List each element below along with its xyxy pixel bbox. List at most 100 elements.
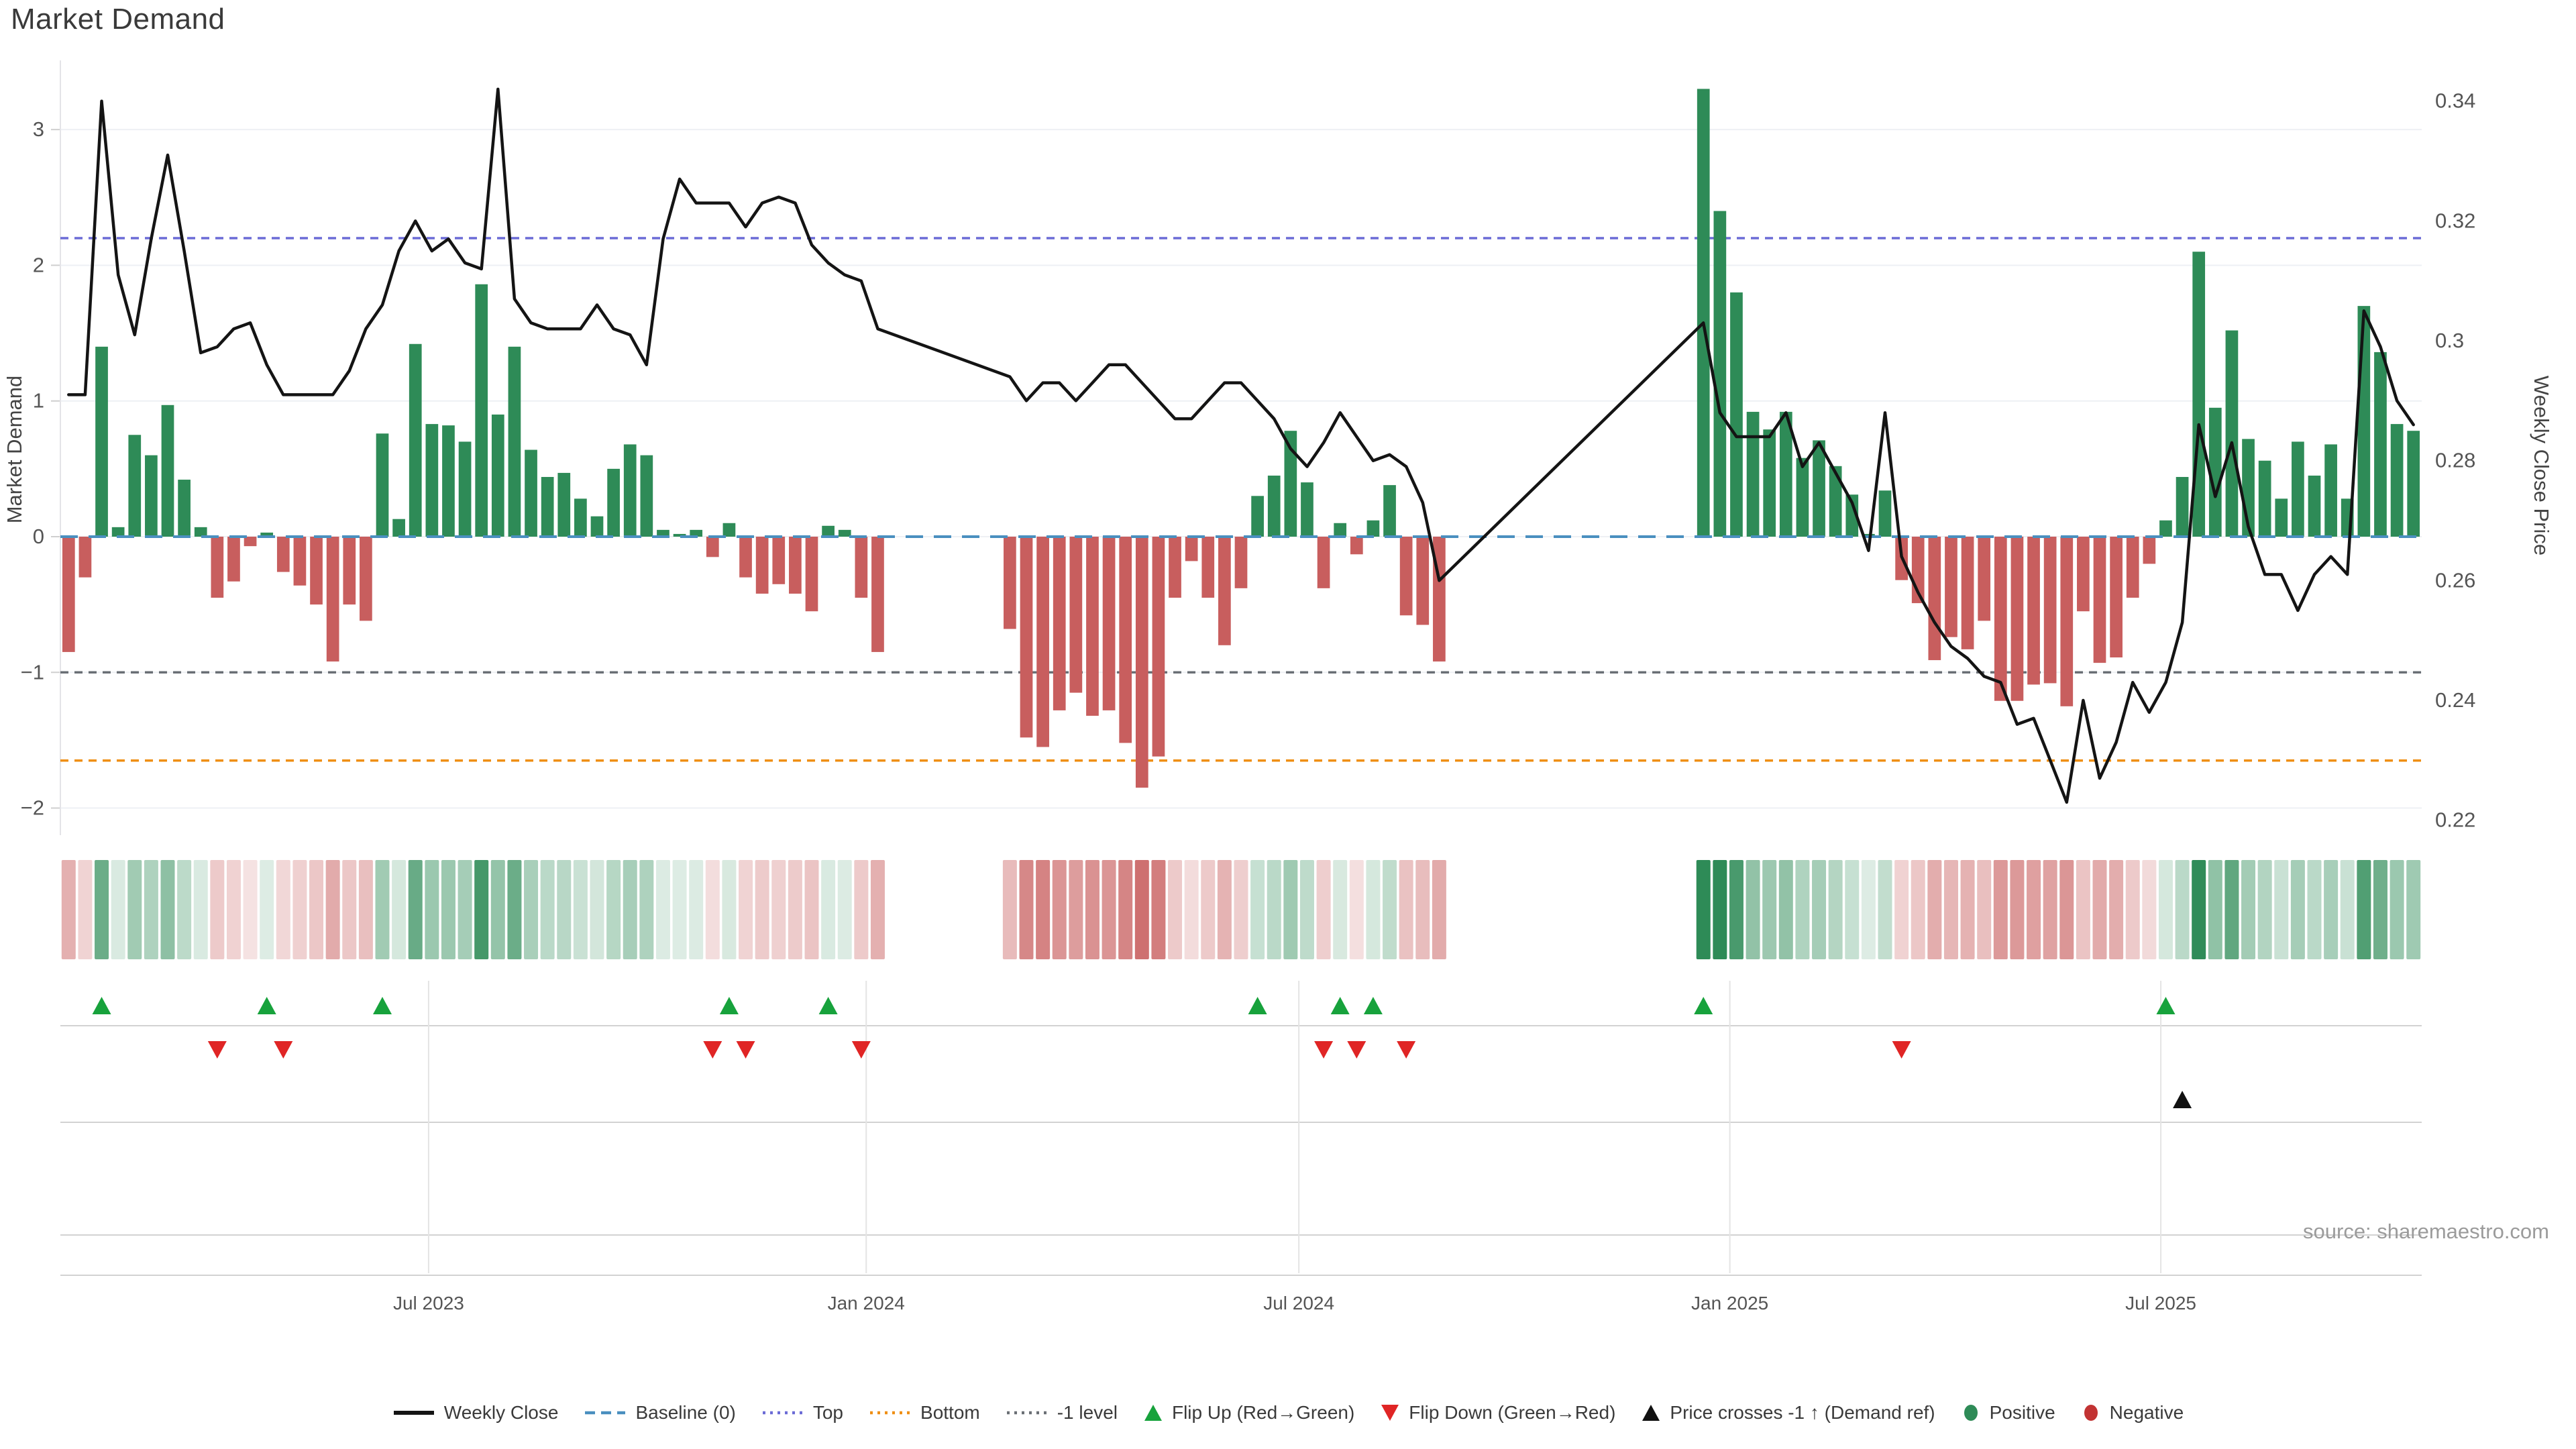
demand-bar-negative [1978, 536, 1991, 621]
demand-bar-negative [1994, 536, 2007, 701]
legend-item: -1 level [1006, 1402, 1118, 1424]
flip-down-marker [1347, 1041, 1366, 1059]
heat-strip-cell [2357, 860, 2371, 959]
heat-strip-cell [1399, 860, 1413, 959]
demand-bar-negative [1928, 536, 1941, 661]
heat-strip-cell [1795, 860, 1810, 959]
x-tick-label: Jan 2025 [1691, 1293, 1768, 1313]
heat-strip-cell [458, 860, 472, 959]
heat-strip-cell [260, 860, 274, 959]
demand-bar-negative [739, 536, 752, 578]
heat-strip-cell [689, 860, 704, 959]
demand-bar-positive [392, 519, 405, 537]
flip-up-marker [373, 997, 392, 1014]
heat-strip-cell [358, 860, 373, 959]
x-tick-label: Jul 2025 [2125, 1293, 2196, 1313]
legend-item: Positive [1961, 1402, 2055, 1424]
demand-bar-positive [1845, 494, 1859, 537]
demand-bar-positive [2176, 476, 2189, 537]
demand-bar-positive [822, 525, 835, 537]
heat-strip-cell [540, 860, 555, 959]
line-swatch-icon [393, 1411, 434, 1415]
heat-strip-cell [1383, 860, 1397, 959]
demand-bar-negative [1234, 536, 1248, 588]
demand-bar-positive [2407, 431, 2420, 537]
demand-bar-negative [2110, 536, 2123, 658]
heat-strip-cell [1333, 860, 1348, 959]
legend-item: Flip Up (Red→Green) [1143, 1402, 1354, 1424]
flip-down-marker [1397, 1041, 1416, 1059]
heat-strip-cell [755, 860, 769, 959]
legend-label: Positive [1989, 1402, 2055, 1423]
demand-bar-negative [1152, 536, 1165, 757]
demand-bar-positive [1251, 496, 1264, 537]
legend-label: Negative [2109, 1402, 2184, 1423]
demand-bar-negative [310, 536, 323, 605]
demand-bar-positive [1813, 440, 1825, 537]
heat-strip-cell [821, 860, 836, 959]
heat-strip-cell [1069, 860, 1083, 959]
demand-bar-positive [1763, 429, 1776, 537]
heat-strip-cell [1943, 860, 1958, 959]
left-tick-label: −2 [21, 796, 44, 820]
heat-strip-cell [1812, 860, 1827, 959]
demand-bar-positive [2374, 352, 2387, 537]
right-tick-label: 0.26 [2435, 568, 2475, 592]
heat-strip-cell [606, 860, 621, 959]
demand-bar-positive [1697, 89, 1710, 537]
demand-bar-positive [690, 529, 703, 537]
heat-strip-cell [1746, 860, 1760, 959]
heat-strip-cell [111, 860, 125, 959]
heat-strip-cell [1052, 860, 1067, 959]
flip-down-marker [851, 1041, 871, 1059]
heat-strip-cell [837, 860, 852, 959]
demand-bar-positive [1267, 475, 1281, 537]
demand-bar-negative [855, 536, 868, 598]
heat-strip-cell [1151, 860, 1166, 959]
demand-bar-negative [1119, 536, 1132, 743]
triangle-up-swatch-icon [1144, 1405, 1162, 1421]
heat-strip-cell [557, 860, 572, 959]
right-tick-label: 0.24 [2435, 688, 2475, 712]
demand-bar-positive [1862, 533, 1875, 537]
demand-bar-negative [2126, 536, 2139, 598]
legend-label: Weekly Close [443, 1402, 559, 1423]
demand-bar-positive [2357, 306, 2371, 537]
heat-strip-cell [1894, 860, 1909, 959]
demand-bar-positive [1829, 466, 1842, 537]
heat-strip-cell [1696, 860, 1711, 959]
demand-bar-negative [789, 536, 802, 594]
left-tick-label: 3 [33, 117, 44, 141]
demand-bar-positive [2324, 444, 2337, 537]
dashes-swatch-icon [585, 1411, 626, 1415]
flip-up-marker [1248, 997, 1267, 1014]
legend-label: Price crosses -1 ↑ (Demand ref) [1670, 1402, 1935, 1423]
flip-up-marker [1694, 997, 1713, 1014]
heat-strip-cell [160, 860, 175, 959]
demand-bar-positive [673, 533, 686, 537]
demand-bar-negative [2093, 536, 2106, 663]
heat-strip-cell [672, 860, 687, 959]
demand-bar-positive [260, 532, 274, 537]
heat-strip-cell [1960, 860, 1975, 959]
demand-bar-negative [1399, 536, 1413, 616]
heat-strip-cell [2027, 860, 2041, 959]
demand-bar-negative [1945, 536, 1957, 637]
heat-strip-cell [722, 860, 737, 959]
legend-label: Flip Up (Red→Green) [1171, 1402, 1355, 1423]
heat-strip-cell [739, 860, 753, 959]
demand-bar-negative [326, 536, 339, 662]
legend-item: Top [761, 1402, 843, 1424]
heat-strip-cell [2307, 860, 2322, 959]
demand-bar-negative [360, 536, 372, 621]
flip-down-marker [736, 1041, 755, 1059]
demand-bar-negative [1053, 536, 1066, 710]
demand-bar-positive [475, 284, 488, 537]
heat-strip-cell [2406, 860, 2421, 959]
heat-strip-cell [1713, 860, 1727, 959]
heat-strip-cell [1184, 860, 1199, 959]
heat-strip-cell [524, 860, 539, 959]
demand-bar-positive [1878, 490, 1892, 537]
heat-strip-cell [1828, 860, 1843, 959]
heat-strip-cell [573, 860, 588, 959]
